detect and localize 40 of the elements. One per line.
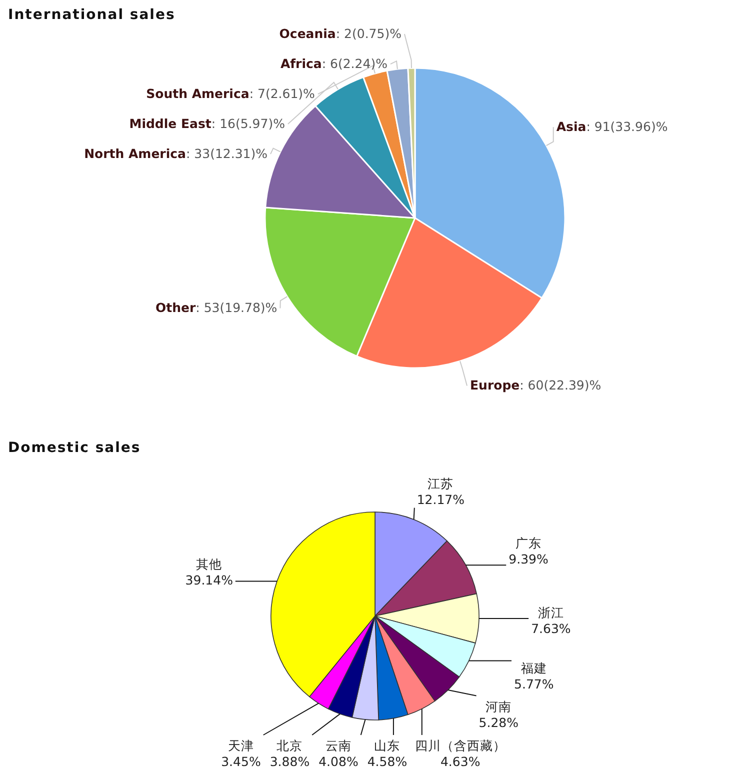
data-label: 4.63% xyxy=(440,754,480,769)
data-label: : 6(2.24)% xyxy=(322,56,388,72)
slice-label: 四川（含西藏） xyxy=(414,738,506,753)
slice-label: 福建 xyxy=(520,660,547,676)
data-label: : 53(19.78)% xyxy=(196,300,278,316)
slice-label: 其他 xyxy=(196,556,222,572)
slice-label: Middle East xyxy=(129,116,212,132)
slice-label: North America xyxy=(84,146,186,162)
data-label: : 33(12.31)% xyxy=(186,146,268,162)
slice-label: 广东 xyxy=(516,535,542,550)
data-label: 3.88% xyxy=(270,754,310,769)
slice-label: Europe xyxy=(470,378,520,393)
slice-label: Other xyxy=(156,300,196,316)
data-label: 4.08% xyxy=(318,754,358,769)
slice-label: Oceania xyxy=(279,26,336,42)
chart-title: Domestic sales xyxy=(8,440,141,456)
data-label: 39.14% xyxy=(185,572,234,588)
data-label: : 7(2.61)% xyxy=(249,86,316,102)
chart-title: International sales xyxy=(8,7,176,23)
data-label: : 16(5.97)% xyxy=(211,116,286,132)
data-label: 4.58% xyxy=(367,754,408,769)
slice-label: 北京 xyxy=(276,738,303,753)
slice-label: Africa xyxy=(280,56,322,72)
slice-label: 浙江 xyxy=(538,605,564,620)
slice-label: 河南 xyxy=(486,698,512,714)
slice-label: 天津 xyxy=(228,738,254,753)
slice-label: 江苏 xyxy=(428,476,454,491)
slice-label: 山东 xyxy=(374,738,400,753)
data-label: 12.17% xyxy=(416,492,465,507)
slice-label: South America xyxy=(146,86,250,102)
slice-label: Asia xyxy=(556,119,586,134)
data-label: 5.77% xyxy=(514,676,554,692)
data-label: 9.39% xyxy=(508,551,548,566)
data-label: : 60(22.39)% xyxy=(520,378,602,393)
data-label: 5.28% xyxy=(478,714,519,730)
slice-label: 云南 xyxy=(325,738,352,753)
data-label: 3.45% xyxy=(221,754,261,769)
data-label: : 2(0.75)% xyxy=(336,26,402,42)
data-label: 7.63% xyxy=(531,621,571,636)
data-label: : 91(33.96)% xyxy=(586,119,668,134)
